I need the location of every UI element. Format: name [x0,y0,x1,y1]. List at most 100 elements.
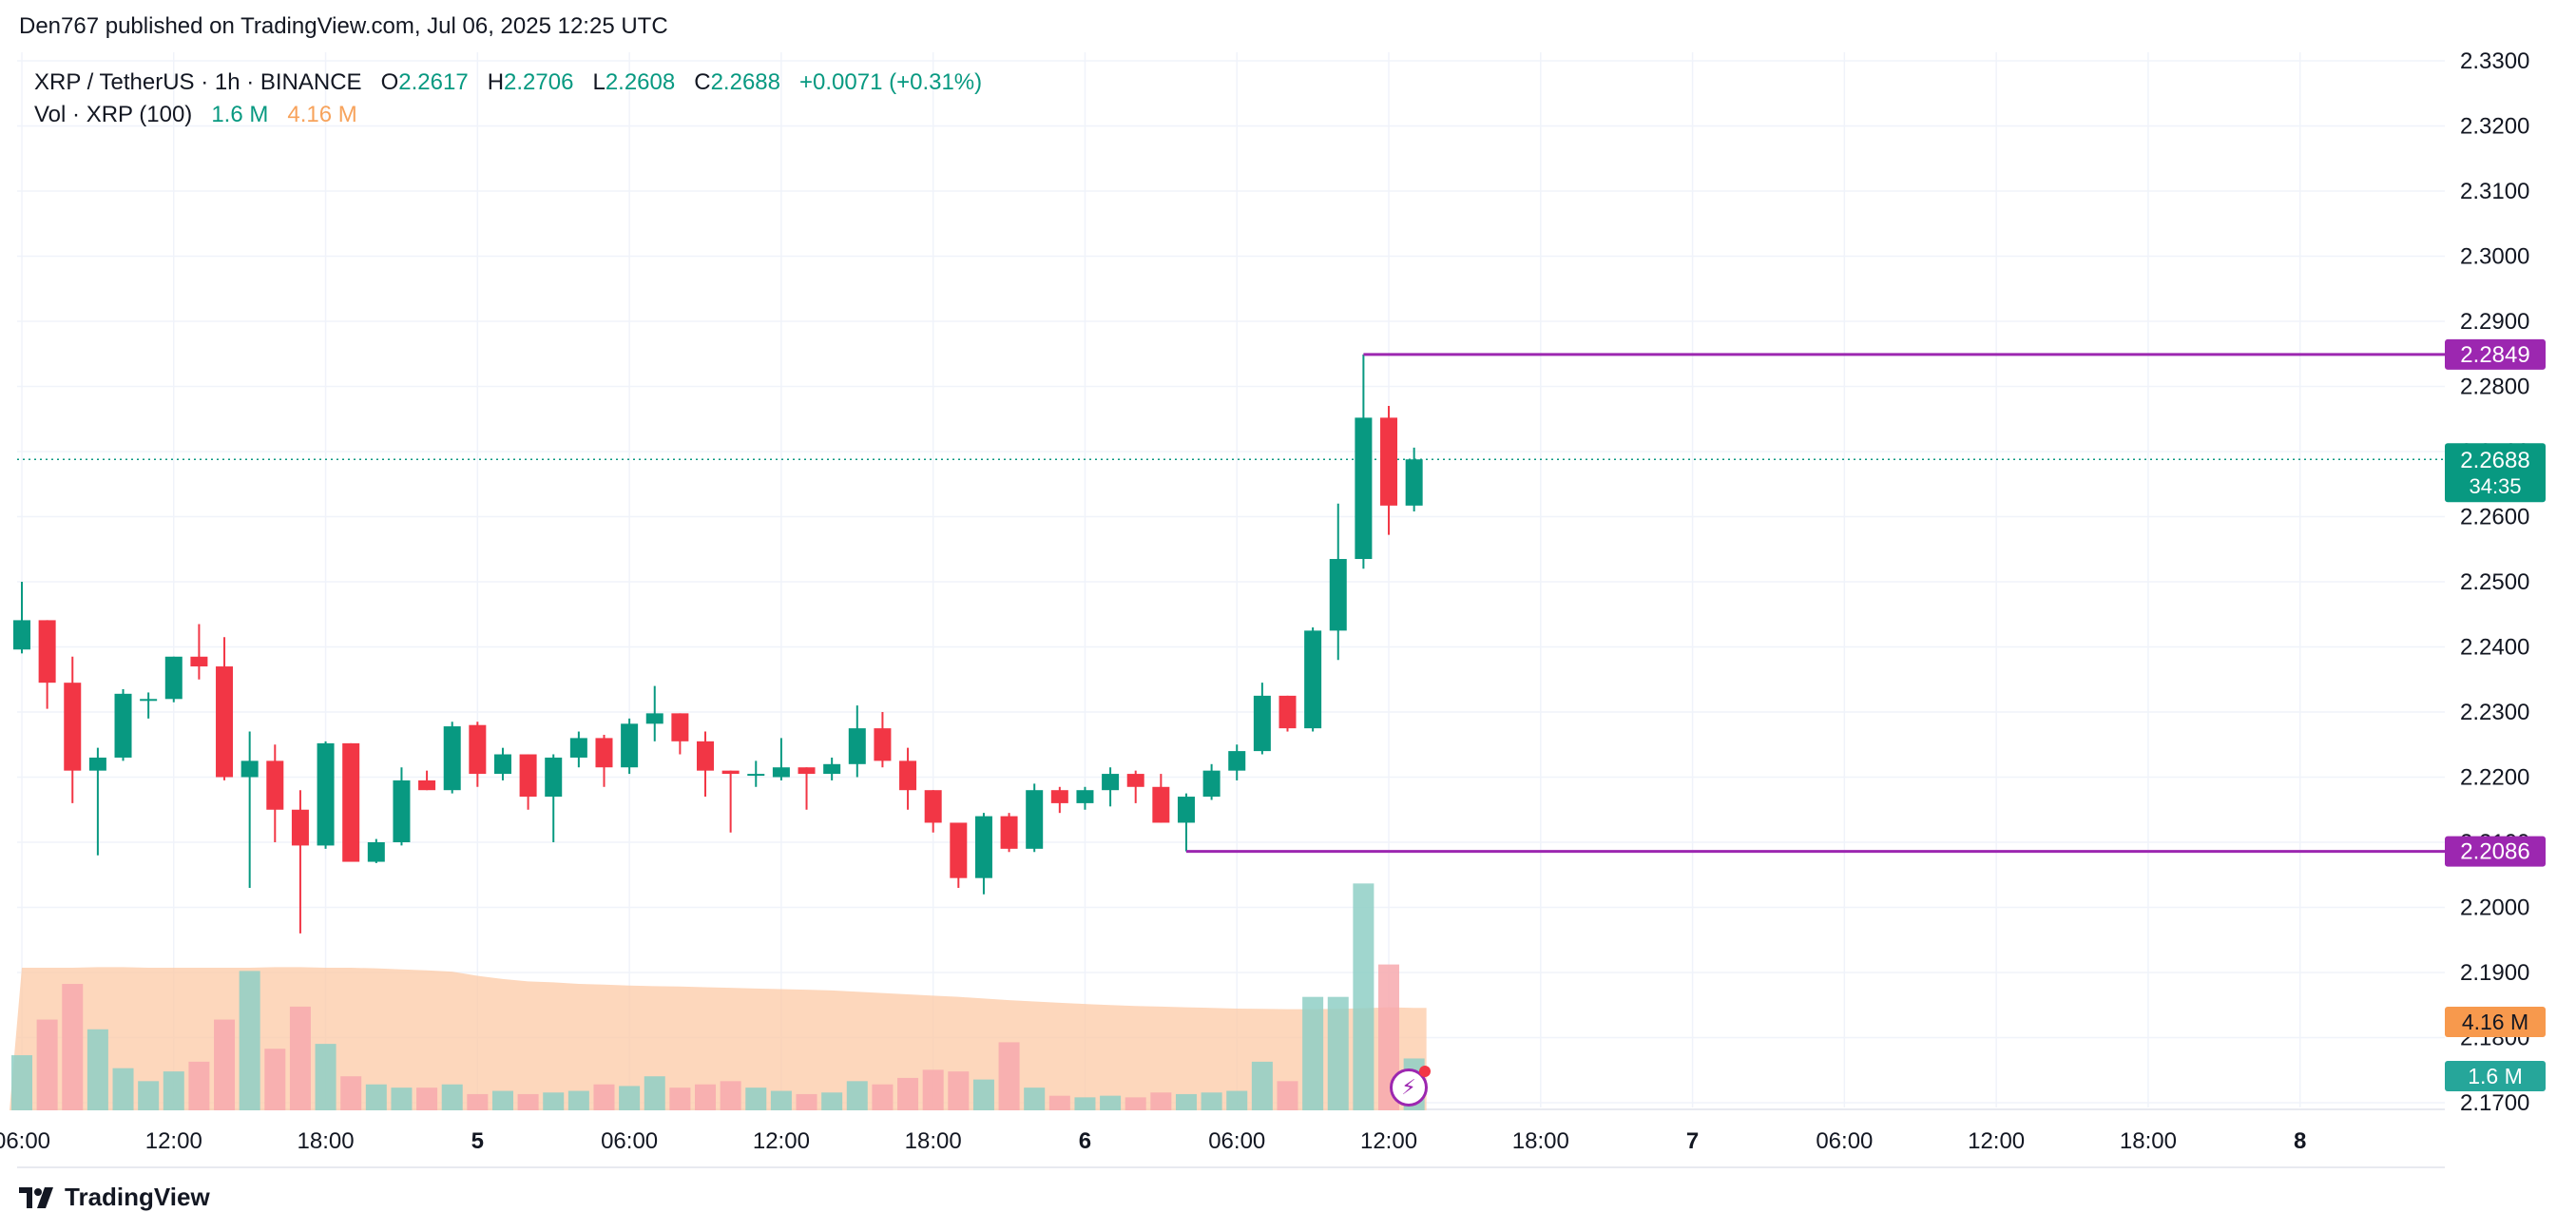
volume-bar [1048,1095,1070,1110]
tradingview-logo: TradingView [19,1183,210,1212]
volume-bar [365,1084,387,1110]
candle-body [140,699,158,702]
candle-body [291,809,309,846]
y-tick-label: 2.1900 [2460,960,2529,986]
volume-bar [846,1081,868,1110]
volume-bar [567,1090,589,1110]
candle-body [266,760,284,810]
volume-bar [1150,1092,1172,1110]
volume-bar [998,1042,1020,1110]
candle-body [216,666,234,778]
candle-body [950,822,968,878]
volume-bar [1201,1092,1222,1110]
candle-body [1102,774,1120,791]
volume-bar [922,1069,944,1110]
candle-body [1304,630,1322,729]
level-price-label: 2.2849 [2460,342,2529,368]
volume-bar [340,1076,362,1110]
volume-bar [796,1093,817,1110]
candle-body [545,757,563,798]
candle-body [1329,559,1347,631]
candle-body [874,728,892,761]
x-tick-label: 12:00 [1360,1128,1417,1154]
candle-body [569,738,587,758]
symbol-label[interactable]: XRP / TetherUS · 1h · BINANCE [34,69,362,95]
volume-bar [1251,1061,1273,1110]
candle-body [899,760,917,791]
volume-bar [1100,1095,1122,1110]
volume-bar [745,1088,767,1110]
volume-bar [821,1092,843,1110]
volume-row: Vol · XRP (100) 1.6 M 4.16 M [34,99,982,131]
low-label: L [592,69,606,95]
high-value: 2.2706 [504,69,574,95]
y-tick-label: 2.2900 [2460,309,2529,335]
x-tick-label: 12:00 [753,1128,810,1154]
volume-label[interactable]: Vol · XRP (100) [34,102,193,127]
volume-bar [163,1071,184,1110]
y-tick-label: 2.1700 [2460,1090,2529,1116]
volume-bar [11,1055,32,1110]
publisher-line: Den767 published on TradingView.com, Jul… [19,13,668,39]
open-label: O [380,69,399,95]
x-tick-label: 06:00 [1208,1128,1265,1154]
volume-bar [138,1081,160,1110]
x-tick-label: 18:00 [2120,1128,2177,1154]
candle-body [1405,459,1423,506]
candle-body [621,723,639,768]
candle-body [64,683,82,771]
candle-body [114,693,132,758]
volume-bar [517,1093,539,1110]
chart-legend: XRP / TetherUS · 1h · BINANCE O2.2617 H2… [34,67,982,131]
candle-body [519,754,537,798]
candle-body [164,656,183,700]
candle-body [1076,790,1094,803]
volume-bar [1125,1097,1146,1110]
candle-body [317,742,335,846]
candle-body [393,780,411,842]
volume-ma-tag [2445,1007,2546,1037]
candle-body [848,728,866,764]
candle-body [974,816,992,878]
candle-body [772,767,790,778]
volume-bar [62,984,84,1110]
candle-body [1177,797,1195,823]
candle-body [1253,695,1271,752]
y-tick-label: 2.2800 [2460,375,2529,400]
volume-bar [593,1084,615,1110]
volume-bar [467,1093,489,1110]
lightning-icon[interactable]: ⚡ [1390,1066,1431,1107]
y-tick-label: 2.3200 [2460,114,2529,140]
volume-bar [695,1084,717,1110]
y-tick-label: 2.3100 [2460,179,2529,204]
candle-body [443,726,461,791]
y-tick-label: 2.3000 [2460,244,2529,270]
candle-body [823,763,841,775]
volume-bar [543,1092,565,1110]
candle-body [1026,790,1044,849]
high-label: H [487,69,505,95]
x-tick-label: 6 [1079,1128,1091,1154]
candle-body [924,790,942,823]
volume-ma-value: 4.16 M [287,102,357,127]
volume-bar [239,971,260,1110]
candle-body [671,713,689,741]
volume-bar [87,1029,108,1110]
brand-name: TradingView [65,1183,210,1211]
candle-body [1380,417,1398,506]
tv-logo-icon [19,1186,53,1208]
x-tick-label: 18:00 [298,1128,355,1154]
candle-body [493,754,511,775]
volume-bar [491,1090,513,1110]
candle-body [697,741,715,771]
x-tick-label: 18:00 [905,1128,962,1154]
volume-bar [619,1086,641,1110]
volume-bar [1302,996,1324,1110]
volume-bar [1024,1088,1046,1110]
volume-bar [669,1088,691,1110]
x-tick-label: 06:00 [0,1128,50,1154]
y-tick-label: 2.2300 [2460,700,2529,725]
volume-bar [644,1076,665,1110]
candle-body [1050,790,1068,803]
